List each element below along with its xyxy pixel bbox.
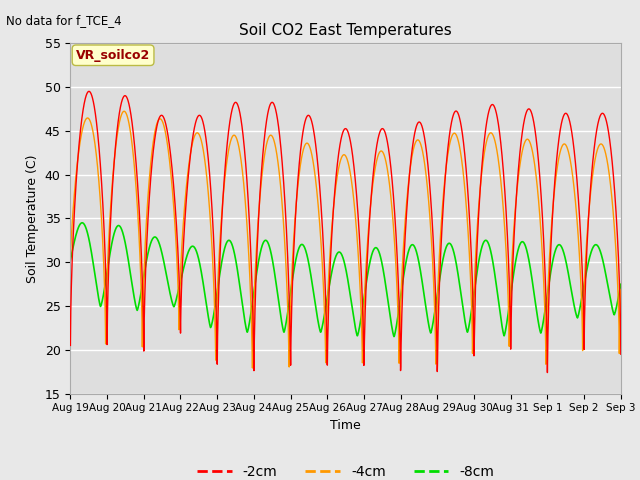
-4cm (607, 180, 614, 186)
-2cm (547, 240, 555, 246)
-2cm (607, 142, 614, 148)
Text: VR_soilco2: VR_soilco2 (76, 49, 150, 62)
X-axis label: Time: Time (330, 419, 361, 432)
-8cm (162, 270, 170, 276)
-4cm (129, 153, 137, 159)
Text: No data for f_TCE_4: No data for f_TCE_4 (6, 14, 122, 27)
Title: Soil CO2 East Temperatures: Soil CO2 East Temperatures (239, 23, 452, 38)
-2cm (617, 351, 625, 357)
Line: -8cm: -8cm (70, 223, 621, 336)
-8cm (129, 289, 137, 295)
-2cm (301, 117, 309, 123)
-4cm (302, 141, 310, 147)
Legend: -2cm, -4cm, -8cm: -2cm, -4cm, -8cm (191, 460, 500, 480)
-8cm (390, 334, 398, 339)
-4cm (120, 108, 128, 114)
-8cm (78, 220, 86, 226)
-4cm (162, 132, 170, 138)
-2cm (543, 370, 551, 375)
-8cm (278, 319, 285, 324)
-2cm (162, 122, 170, 128)
Line: -2cm: -2cm (70, 91, 621, 372)
-8cm (301, 247, 309, 253)
-8cm (67, 257, 74, 263)
-8cm (547, 267, 555, 273)
-4cm (278, 197, 285, 203)
-8cm (607, 296, 614, 302)
-2cm (85, 88, 93, 94)
Y-axis label: Soil Temperature (C): Soil Temperature (C) (26, 154, 39, 283)
-8cm (617, 281, 625, 287)
-4cm (547, 228, 555, 234)
Line: -4cm: -4cm (70, 111, 621, 368)
-2cm (129, 131, 137, 136)
-4cm (67, 253, 74, 259)
-2cm (67, 343, 74, 348)
-2cm (278, 154, 285, 159)
-4cm (248, 365, 256, 371)
-4cm (617, 287, 625, 293)
